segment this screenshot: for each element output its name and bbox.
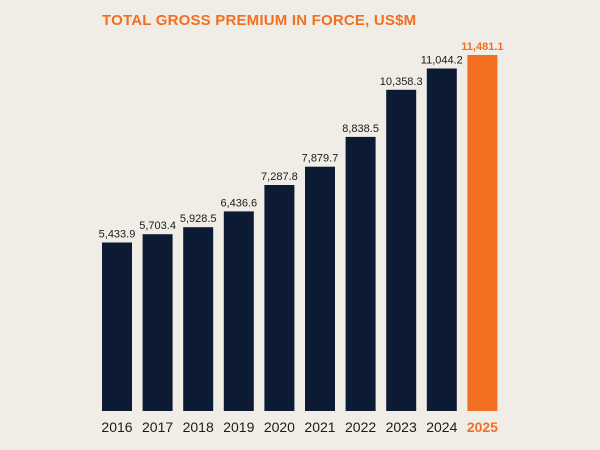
bar-2021 <box>305 166 335 411</box>
x-tick-label-2016: 2016 <box>101 419 132 435</box>
x-tick-label-2021: 2021 <box>304 419 335 435</box>
x-tick-label-2018: 2018 <box>183 419 214 435</box>
value-label-2021: 7,879.7 <box>302 153 339 165</box>
value-label-2016: 5,433.9 <box>99 229 136 241</box>
value-label-2019: 6,436.6 <box>220 197 257 209</box>
value-label-2018: 5,928.5 <box>180 213 217 225</box>
value-label-2017: 5,703.4 <box>139 220 176 232</box>
x-tick-label-2017: 2017 <box>142 419 173 435</box>
value-label-2023: 10,358.3 <box>380 76 423 88</box>
bar-2017 <box>142 234 173 411</box>
bar-2024 <box>426 68 457 411</box>
bar-2023 <box>386 89 417 412</box>
value-label-2024: 11,044.2 <box>421 55 463 67</box>
x-tick-label-2019: 2019 <box>223 419 254 435</box>
x-tick-label-2022: 2022 <box>345 419 376 435</box>
bar-2020 <box>264 185 295 411</box>
bar-2022 <box>345 136 376 411</box>
x-tick-label-2025: 2025 <box>467 419 498 435</box>
x-tick-label-2020: 2020 <box>264 419 295 435</box>
x-tick-label-2024: 2024 <box>426 419 457 435</box>
value-label-2020: 7,287.8 <box>261 171 298 183</box>
value-label-2025: 11,481.1 <box>461 41 503 53</box>
bar-2016 <box>102 242 132 411</box>
value-label-2022: 8,838.5 <box>342 123 379 135</box>
chart-title: TOTAL GROSS PREMIUM IN FORCE, US$M <box>102 12 417 29</box>
bar-2019 <box>223 211 254 411</box>
bar-2018 <box>183 227 214 411</box>
x-tick-label-2023: 2023 <box>386 419 417 435</box>
bar-2025 <box>467 55 498 411</box>
